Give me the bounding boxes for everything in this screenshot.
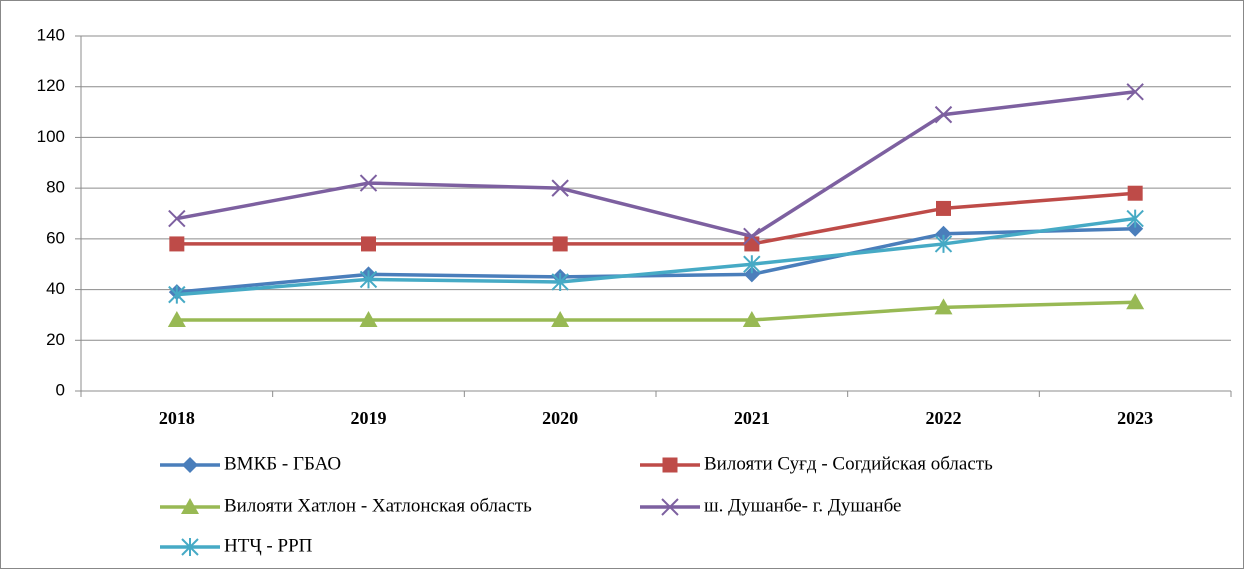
marker xyxy=(168,285,186,304)
marker xyxy=(552,236,568,252)
marker xyxy=(1127,185,1143,201)
x-tick-label: 2018 xyxy=(159,408,195,428)
marker xyxy=(743,255,761,274)
marker xyxy=(742,311,761,327)
x-tick-label: 2023 xyxy=(1117,408,1153,428)
marker xyxy=(934,298,953,315)
marker xyxy=(359,174,378,192)
marker xyxy=(359,311,378,327)
series-line xyxy=(176,191,1136,246)
marker xyxy=(181,498,199,514)
marker xyxy=(1126,293,1145,310)
legend-label: Вилояти Суғд - Согдийская область xyxy=(704,453,993,474)
marker xyxy=(743,227,761,246)
marker xyxy=(1126,209,1144,228)
marker xyxy=(182,457,198,473)
y-tick-label: 100 xyxy=(37,127,65,146)
legend-label: ш. Душанбе- г. Душанбе xyxy=(704,495,901,516)
series-line xyxy=(176,300,1136,322)
marker xyxy=(551,311,570,327)
x-tick-label: 2020 xyxy=(542,408,578,428)
marker xyxy=(169,236,185,252)
series-line xyxy=(176,226,1136,294)
marker xyxy=(1127,220,1144,237)
series-line xyxy=(176,216,1136,297)
x-tick-label: 2022 xyxy=(926,408,962,428)
y-tick-label: 20 xyxy=(46,330,65,349)
marker xyxy=(662,457,678,473)
y-tick-label: 0 xyxy=(56,380,65,399)
y-tick-label: 80 xyxy=(46,178,65,197)
marker xyxy=(744,236,760,252)
series-line xyxy=(176,90,1136,239)
y-tick-label: 40 xyxy=(46,279,65,298)
legend-label: НТҶ - РРП xyxy=(224,535,313,556)
marker xyxy=(935,225,952,242)
y-tick-label: 120 xyxy=(37,76,65,95)
marker xyxy=(359,270,378,289)
legend-label: Вилояти Хатлон - Хатлонская область xyxy=(224,495,532,516)
marker xyxy=(181,538,199,556)
marker xyxy=(661,498,679,516)
marker xyxy=(167,311,186,327)
marker xyxy=(936,200,951,216)
y-tick-label: 140 xyxy=(37,25,65,44)
marker xyxy=(934,234,953,253)
marker xyxy=(551,272,569,291)
marker xyxy=(551,179,569,197)
marker xyxy=(1126,83,1144,101)
y-tick-label: 60 xyxy=(46,228,65,247)
marker xyxy=(168,209,186,228)
marker xyxy=(934,105,953,124)
x-tick-label: 2021 xyxy=(734,408,770,428)
marker xyxy=(361,236,376,252)
x-tick-label: 2019 xyxy=(351,408,387,428)
marker xyxy=(743,266,760,283)
legend-label: ВМКБ - ГБАО xyxy=(224,453,341,474)
